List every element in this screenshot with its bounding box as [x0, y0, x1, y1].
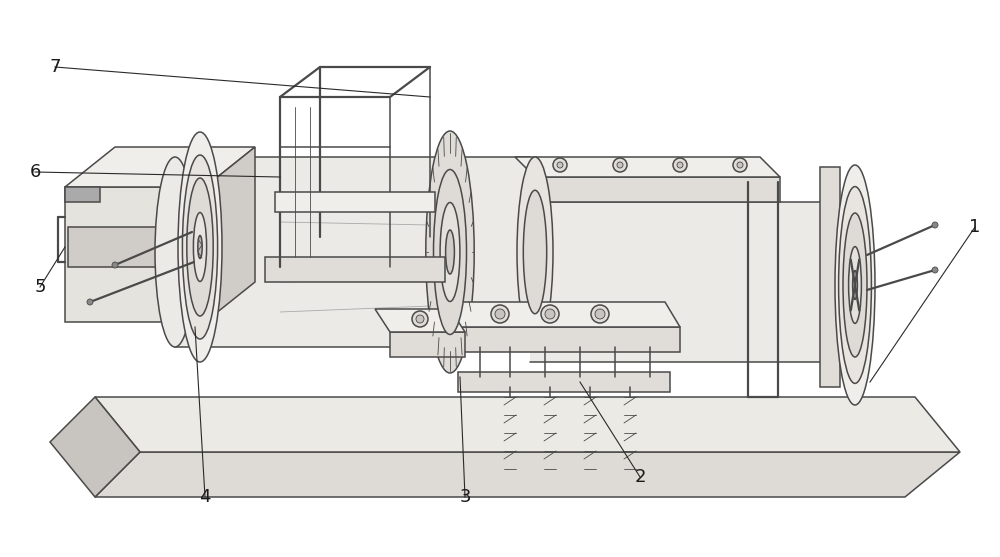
Ellipse shape	[434, 169, 466, 335]
Circle shape	[591, 305, 609, 323]
Polygon shape	[65, 187, 205, 322]
Ellipse shape	[839, 187, 871, 383]
Ellipse shape	[187, 178, 213, 316]
Circle shape	[932, 267, 938, 273]
Circle shape	[677, 162, 683, 168]
Ellipse shape	[193, 213, 207, 281]
Ellipse shape	[446, 230, 454, 274]
Polygon shape	[820, 167, 840, 387]
Polygon shape	[68, 227, 160, 267]
Ellipse shape	[843, 213, 867, 357]
Ellipse shape	[426, 131, 474, 373]
Circle shape	[541, 305, 559, 323]
Polygon shape	[65, 147, 255, 187]
Polygon shape	[458, 372, 670, 392]
Text: 3: 3	[459, 488, 471, 506]
Circle shape	[553, 158, 567, 172]
Polygon shape	[205, 147, 255, 322]
Circle shape	[737, 162, 743, 168]
Polygon shape	[460, 327, 680, 352]
Ellipse shape	[835, 165, 875, 405]
Ellipse shape	[155, 157, 195, 347]
Circle shape	[595, 309, 605, 319]
Text: 7: 7	[49, 58, 61, 76]
Circle shape	[545, 309, 555, 319]
Circle shape	[932, 222, 938, 228]
Text: 6: 6	[29, 163, 41, 181]
Text: 1: 1	[969, 218, 981, 236]
Polygon shape	[50, 397, 140, 497]
Circle shape	[416, 315, 424, 323]
Polygon shape	[175, 157, 530, 347]
Circle shape	[112, 262, 118, 268]
Circle shape	[557, 162, 563, 168]
Polygon shape	[95, 397, 960, 452]
Circle shape	[617, 162, 623, 168]
Circle shape	[673, 158, 687, 172]
Ellipse shape	[198, 236, 202, 258]
Circle shape	[733, 158, 747, 172]
Ellipse shape	[849, 247, 861, 324]
Ellipse shape	[182, 155, 218, 339]
Polygon shape	[265, 257, 445, 282]
Circle shape	[495, 309, 505, 319]
Polygon shape	[390, 332, 465, 357]
Text: 2: 2	[634, 468, 646, 486]
Polygon shape	[275, 192, 435, 212]
Polygon shape	[445, 302, 680, 327]
Polygon shape	[95, 452, 960, 497]
Circle shape	[491, 305, 509, 323]
Ellipse shape	[517, 157, 553, 347]
Circle shape	[87, 299, 93, 305]
Text: 4: 4	[199, 488, 211, 506]
Polygon shape	[65, 187, 100, 202]
Polygon shape	[375, 309, 465, 332]
Ellipse shape	[440, 203, 460, 301]
Circle shape	[412, 311, 428, 327]
Circle shape	[613, 158, 627, 172]
Polygon shape	[515, 157, 780, 177]
Ellipse shape	[853, 271, 857, 300]
Text: 5: 5	[34, 278, 46, 296]
Polygon shape	[535, 177, 780, 202]
Polygon shape	[530, 202, 820, 362]
Ellipse shape	[523, 190, 547, 314]
Ellipse shape	[178, 132, 222, 362]
